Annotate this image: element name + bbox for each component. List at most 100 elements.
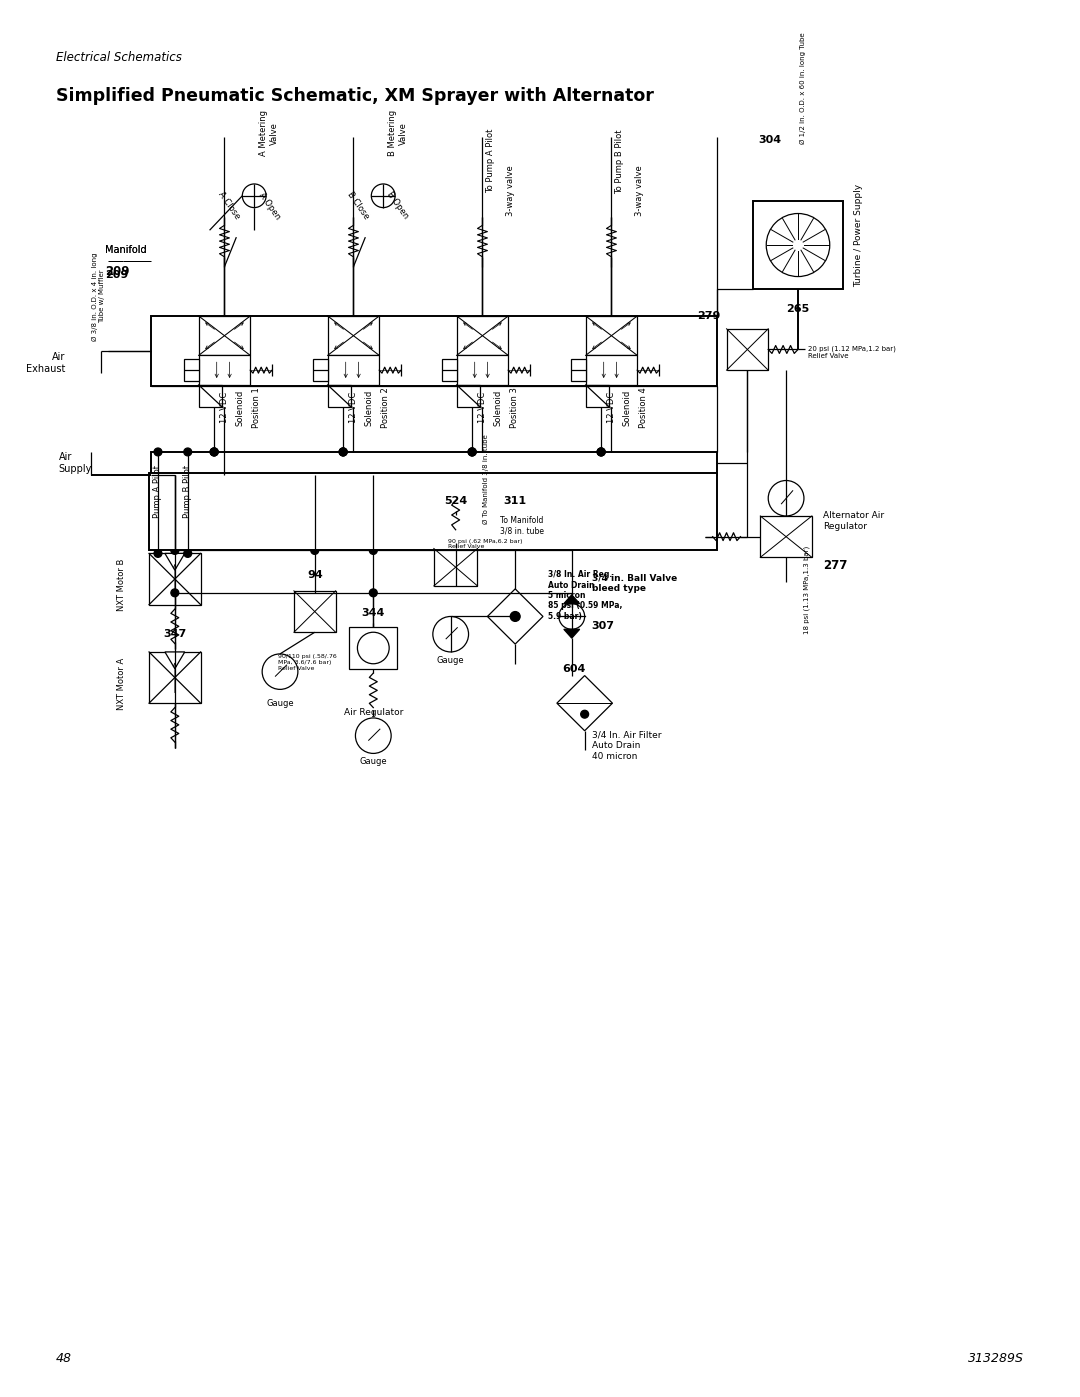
Text: B Metering
Valve: B Metering Valve (388, 110, 407, 156)
Bar (199, 386, 221, 407)
Text: 279: 279 (697, 312, 720, 321)
Text: 12 VDC: 12 VDC (220, 393, 229, 423)
Text: B Close: B Close (346, 190, 372, 221)
Text: NXT Motor B: NXT Motor B (117, 559, 125, 610)
Bar (327, 386, 351, 407)
Text: 3/4 in. Ball Valve
bleed type: 3/4 in. Ball Valve bleed type (592, 573, 677, 592)
Bar (313, 359, 327, 381)
Bar (727, 328, 768, 370)
Text: A Metering
Valve: A Metering Valve (259, 110, 279, 156)
Polygon shape (564, 595, 580, 604)
Text: To Pump B Pilot: To Pump B Pilot (615, 129, 624, 194)
Text: Ø 1/2 in. O.D. x 60 in. long Tube: Ø 1/2 in. O.D. x 60 in. long Tube (800, 32, 806, 144)
Text: 48: 48 (56, 1352, 71, 1365)
Circle shape (154, 549, 162, 557)
Text: 209: 209 (106, 265, 130, 278)
Polygon shape (165, 553, 185, 570)
Text: Solenoid: Solenoid (494, 390, 503, 426)
Circle shape (184, 549, 192, 557)
Text: 304: 304 (758, 134, 782, 145)
Text: 94: 94 (307, 570, 323, 580)
Bar (434, 549, 477, 585)
Circle shape (511, 612, 519, 620)
Text: A Open: A Open (257, 190, 282, 221)
Bar (151, 316, 717, 386)
Circle shape (211, 448, 218, 455)
Circle shape (339, 448, 347, 455)
Bar (457, 386, 480, 407)
Text: 344: 344 (362, 608, 384, 617)
Bar (585, 386, 609, 407)
Bar (184, 359, 199, 381)
Text: 265: 265 (786, 305, 810, 314)
Bar (327, 355, 379, 386)
Text: Manifold: Manifold (106, 244, 147, 256)
Circle shape (558, 604, 584, 629)
Text: 12 VDC: 12 VDC (349, 393, 357, 423)
Polygon shape (165, 652, 185, 669)
Circle shape (433, 616, 469, 652)
Circle shape (597, 448, 605, 455)
Bar (457, 316, 509, 355)
Text: 90/110 psi (.58/.76
MPa, 3.6/7.6 bar)
Relief Valve: 90/110 psi (.58/.76 MPa, 3.6/7.6 bar) Re… (278, 654, 337, 671)
Circle shape (357, 633, 389, 664)
Text: Position 3: Position 3 (510, 387, 518, 427)
Text: Electrical Schematics: Electrical Schematics (56, 50, 181, 64)
Circle shape (171, 546, 179, 555)
Text: Air
Supply: Air Supply (58, 453, 92, 474)
Text: Ø To Manifold 3/8 in. tube: Ø To Manifold 3/8 in. tube (483, 434, 488, 524)
Text: Pump B Pilot: Pump B Pilot (184, 465, 192, 518)
Text: 307: 307 (592, 622, 615, 631)
Text: Gauge: Gauge (437, 655, 464, 665)
Text: 3/8 In. Air Reg.
Auto Drain
5 micron
85 psi (0.59 MPa,
5.9 bar): 3/8 In. Air Reg. Auto Drain 5 micron 85 … (548, 570, 622, 620)
Circle shape (311, 546, 319, 555)
Text: 209: 209 (106, 270, 129, 279)
Text: 3-way valve: 3-way valve (635, 165, 644, 217)
Circle shape (339, 448, 347, 455)
Text: Solenoid: Solenoid (235, 390, 245, 426)
Text: 311: 311 (503, 496, 527, 506)
Text: B Open: B Open (386, 190, 410, 221)
Text: Position 4: Position 4 (638, 387, 648, 427)
Text: Ø 3/8 in. O.D. x 4 in. long
Tube w/ Muffler: Ø 3/8 in. O.D. x 4 in. long Tube w/ Muff… (92, 251, 105, 341)
Text: Position 1: Position 1 (252, 387, 260, 427)
Bar (149, 553, 201, 605)
Text: Alternator Air
Regulator: Alternator Air Regulator (823, 511, 883, 531)
Text: 20 psi (1.12 MPa,1.2 bar)
Relief Valve: 20 psi (1.12 MPa,1.2 bar) Relief Valve (808, 345, 895, 359)
Text: 524: 524 (444, 496, 468, 506)
Text: To Pump A Pilot: To Pump A Pilot (486, 129, 495, 193)
Bar (760, 515, 812, 557)
Bar (327, 316, 379, 355)
Bar (442, 359, 457, 381)
Circle shape (242, 184, 266, 208)
Circle shape (171, 590, 179, 597)
Circle shape (154, 448, 162, 455)
Text: Gauge: Gauge (266, 700, 294, 708)
Bar (149, 472, 717, 550)
Circle shape (510, 612, 521, 622)
Text: Turbine / Power Supply: Turbine / Power Supply (854, 183, 864, 286)
Circle shape (369, 590, 377, 597)
Circle shape (468, 448, 476, 455)
Circle shape (766, 214, 829, 277)
Text: 18 psi (1.13 MPa,1.3 bar): 18 psi (1.13 MPa,1.3 bar) (804, 546, 810, 634)
Text: Manifold: Manifold (106, 244, 147, 256)
Circle shape (468, 448, 476, 455)
Text: To Manifold
3/8 in. tube: To Manifold 3/8 in. tube (500, 515, 544, 535)
Bar (199, 316, 251, 355)
Circle shape (339, 448, 347, 455)
Text: Simplified Pneumatic Schematic, XM Sprayer with Alternator: Simplified Pneumatic Schematic, XM Spray… (56, 88, 653, 105)
Circle shape (262, 654, 298, 689)
Bar (149, 652, 201, 703)
Circle shape (369, 546, 377, 555)
Bar (570, 359, 585, 381)
Text: 3/4 In. Air Filter
Auto Drain
40 micron: 3/4 In. Air Filter Auto Drain 40 micron (592, 731, 661, 760)
Text: NXT Motor A: NXT Motor A (117, 658, 125, 710)
Text: Position 2: Position 2 (381, 387, 390, 427)
Bar (585, 316, 637, 355)
Text: A Close: A Close (217, 190, 242, 221)
Circle shape (184, 448, 192, 455)
Text: Air Regulator: Air Regulator (343, 708, 403, 717)
Text: Pump A Pilot: Pump A Pilot (153, 465, 162, 518)
Circle shape (597, 448, 605, 455)
